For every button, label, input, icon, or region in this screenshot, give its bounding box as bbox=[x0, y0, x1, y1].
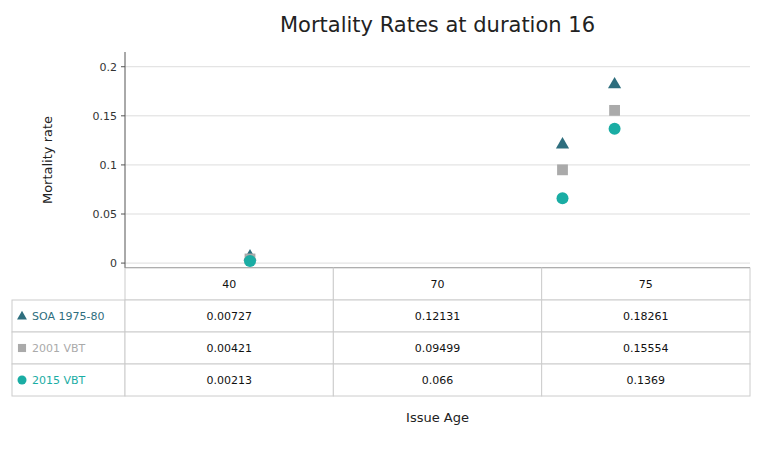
y-tick bbox=[121, 164, 125, 165]
legend-marker bbox=[17, 311, 27, 320]
table-cell bbox=[333, 364, 541, 396]
data-label: 0.18261 bbox=[623, 310, 669, 323]
y-tick bbox=[121, 115, 125, 116]
grid-line bbox=[125, 115, 750, 116]
data-label: 0.066 bbox=[422, 374, 454, 387]
data-label: 0.12131 bbox=[415, 310, 461, 323]
grid-line bbox=[125, 164, 750, 165]
table-cell bbox=[542, 332, 750, 364]
x-axis-label: Issue Age bbox=[406, 410, 469, 425]
point bbox=[608, 77, 621, 88]
data-label: 0.00727 bbox=[206, 310, 252, 323]
data-label: 0.00421 bbox=[206, 342, 252, 355]
y-tick-label: 0.15 bbox=[93, 110, 118, 123]
legend-entry: 2001 VBT bbox=[32, 342, 86, 355]
table-cell bbox=[125, 364, 333, 396]
y-tick-label: 0.1 bbox=[100, 159, 118, 172]
point bbox=[557, 164, 568, 175]
legend-marker bbox=[18, 344, 26, 352]
chart-container: Mortality Rates at duration 16 0 0.05 0.1 0.… bbox=[0, 0, 769, 476]
grid-line bbox=[125, 214, 750, 215]
table-header-cell bbox=[125, 268, 333, 300]
grid-line bbox=[125, 66, 750, 67]
y-axis-line bbox=[125, 52, 126, 268]
table-row-label-cell bbox=[12, 332, 125, 364]
y-axis-label: Mortality rate bbox=[40, 116, 55, 204]
y-tick-label: 0.05 bbox=[93, 208, 118, 221]
point bbox=[609, 105, 620, 116]
table-column-label: 40 bbox=[222, 278, 236, 291]
table-header-cell bbox=[542, 268, 750, 300]
point bbox=[244, 255, 256, 267]
data-label: 0.00213 bbox=[206, 374, 252, 387]
grid-line bbox=[125, 263, 750, 264]
y-tick bbox=[121, 263, 125, 264]
table-row-label-cell bbox=[12, 364, 125, 396]
table-cell bbox=[125, 332, 333, 364]
data-label: 0.15554 bbox=[623, 342, 669, 355]
table-column-label: 70 bbox=[431, 278, 445, 291]
legend-entry: SOA 1975-80 bbox=[32, 310, 104, 323]
point bbox=[556, 137, 569, 148]
grid bbox=[121, 67, 750, 263]
table-cell bbox=[542, 364, 750, 396]
legend-marker bbox=[18, 376, 27, 385]
points bbox=[243, 77, 621, 267]
chart: Mortality Rates at duration 16 0 0.05 0.1 0.… bbox=[0, 0, 769, 476]
y-tick-label: 0 bbox=[110, 257, 117, 270]
y-tick bbox=[121, 66, 125, 67]
data-label: 0.1369 bbox=[627, 374, 666, 387]
y-tick bbox=[121, 214, 125, 215]
point bbox=[557, 192, 569, 204]
table-row-label-cell bbox=[12, 300, 125, 332]
title: Mortality Rates at duration 16 bbox=[280, 13, 595, 37]
table-cell bbox=[542, 300, 750, 332]
table-cell bbox=[333, 332, 541, 364]
table-column-label: 75 bbox=[639, 278, 653, 291]
legend-entry: 2015 VBT bbox=[32, 374, 86, 387]
table-header-cell bbox=[333, 268, 541, 300]
table-cell bbox=[125, 300, 333, 332]
table-cell bbox=[333, 300, 541, 332]
y-tick-label: 0.2 bbox=[100, 61, 118, 74]
data-table: 40 70 75 SOA 1975-80 0.00727 0.12131 0.18261 20… bbox=[12, 268, 750, 396]
point bbox=[609, 123, 621, 135]
data-label: 0.09499 bbox=[415, 342, 461, 355]
